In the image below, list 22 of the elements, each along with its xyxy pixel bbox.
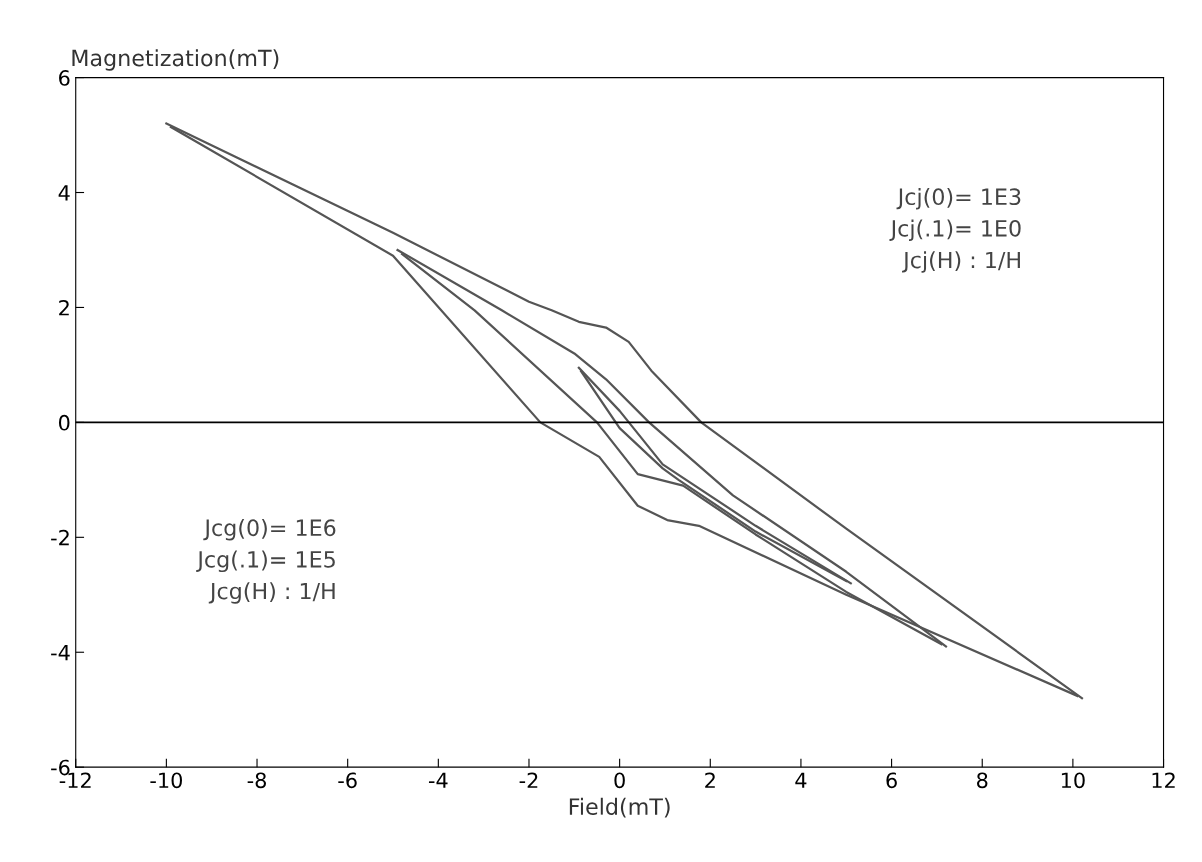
y-tick-label: -2 (51, 529, 69, 546)
x-tick-label: -8 (247, 772, 266, 789)
x-tick-label: 6 (886, 772, 897, 789)
x-tick-label: 2 (705, 772, 715, 788)
x-tick-label: -6 (338, 772, 357, 789)
x-tick-label: 4 (795, 772, 807, 788)
x-tick-label: -10 (150, 772, 183, 789)
y-tick-label: -4 (51, 644, 70, 661)
annotation: Jcg(0)= 1E6 Jcg(.1)= 1E5 Jcg(H) : 1/H (196, 518, 336, 604)
x-tick-label: 0 (614, 772, 625, 789)
x-tick-label: 8 (977, 772, 988, 789)
x-tick-label: -2 (519, 772, 538, 788)
x-axis-title: Field(mT) (569, 797, 670, 818)
y-tick-label: 6 (59, 70, 70, 86)
x-tick-label: 10 (1061, 772, 1085, 789)
annotation: Jcj(0)= 1E3 Jcj(.1)= 1E0 Jcj(H) : 1/H (889, 187, 1021, 273)
x-tick-label: 12 (1152, 772, 1175, 788)
y-axis-title: Magnetization(mT) (72, 49, 279, 71)
y-tick-label: 0 (58, 414, 70, 431)
y-tick-label: 2 (59, 299, 69, 316)
y-tick-label: 4 (58, 185, 70, 201)
x-tick-label: -4 (428, 772, 448, 788)
